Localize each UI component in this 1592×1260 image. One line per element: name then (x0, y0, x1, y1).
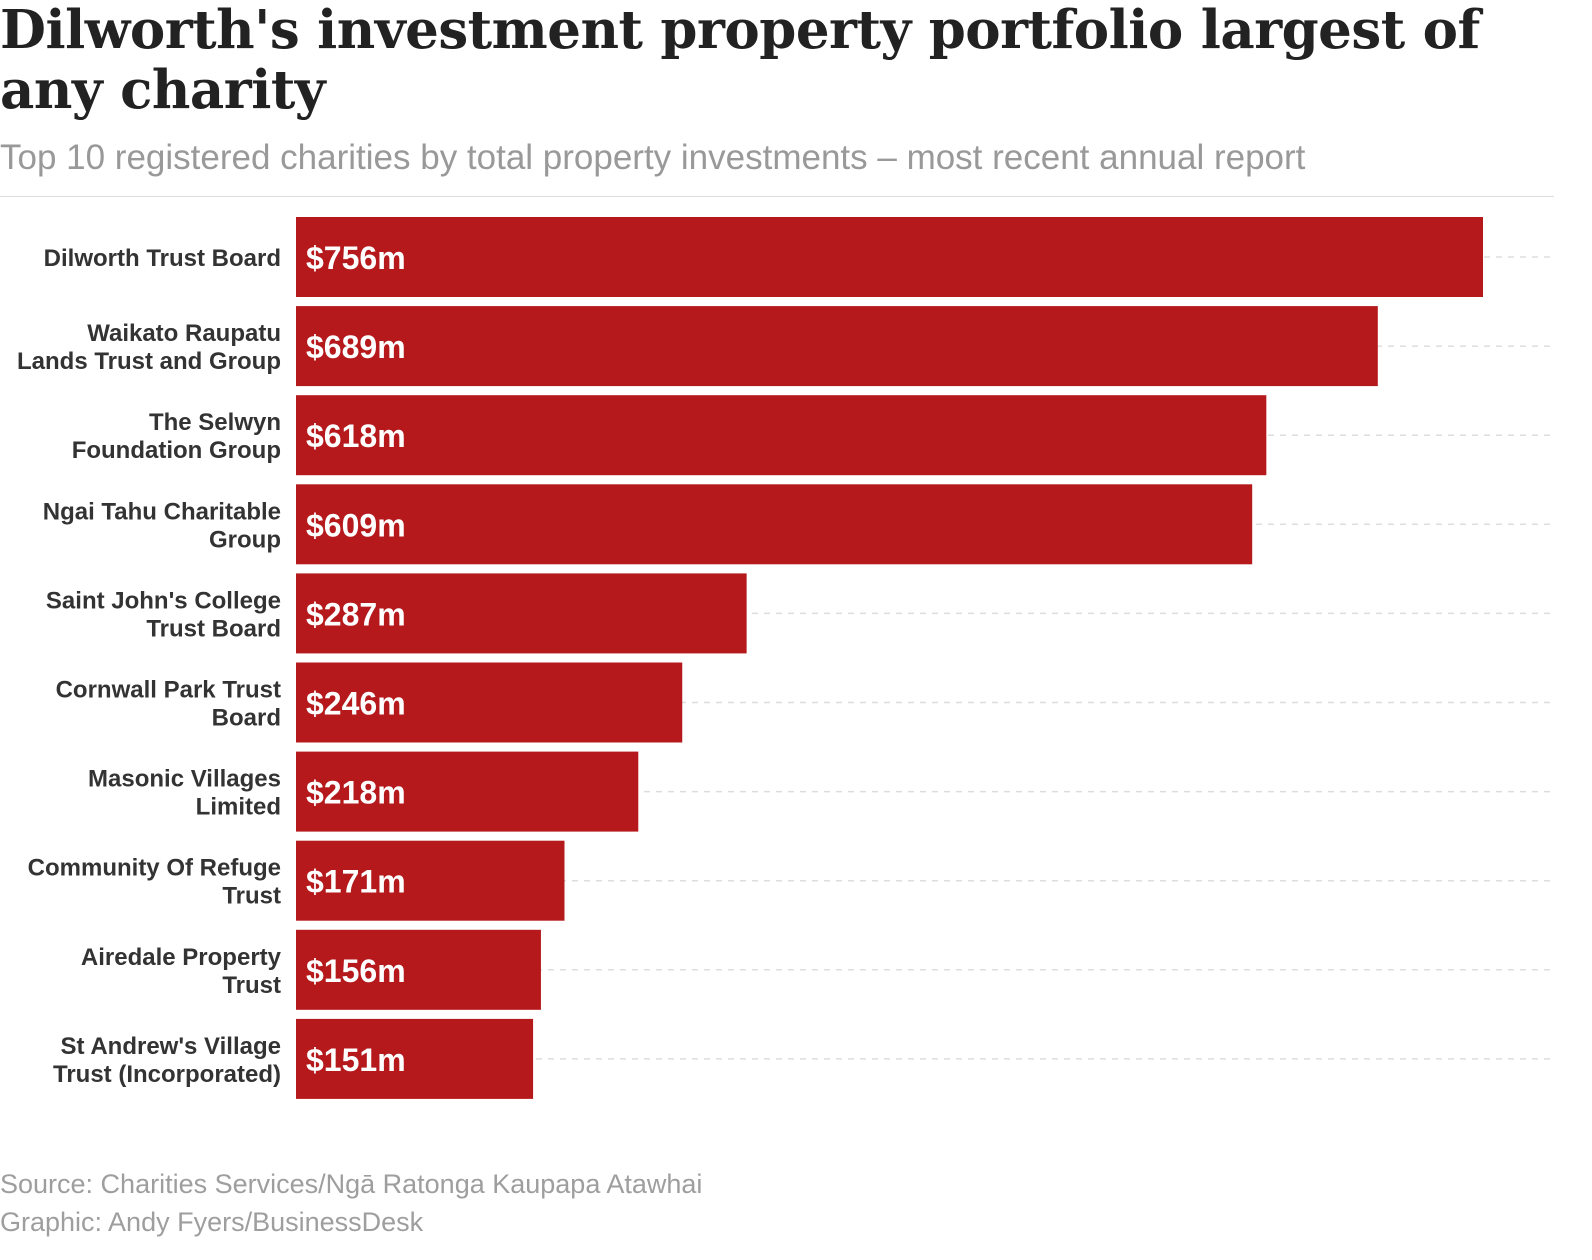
category-label-line: Trust (222, 883, 281, 910)
category-label: Waikato Raupatu Lands Trust and Group (17, 320, 281, 375)
category-label-line: Trust Board (146, 615, 281, 642)
value-label: $287m (306, 596, 406, 632)
category-label: Community Of Refuge Trust (28, 855, 281, 910)
bar (296, 573, 747, 654)
category-label: Dilworth Trust Board (44, 245, 281, 272)
category-label: Masonic Villages Limited (88, 766, 281, 821)
category-label-line: Masonic Villages (88, 766, 281, 793)
bar (296, 395, 1267, 476)
category-label-line: Airedale Property (81, 944, 282, 971)
category-label: St Andrew's Village Trust (Incorporated) (53, 1033, 281, 1088)
value-label: $609m (306, 507, 406, 543)
category-label-line: Community Of Refuge (28, 855, 281, 882)
bar (296, 929, 541, 1010)
bar (296, 1018, 534, 1099)
bar (296, 306, 1378, 387)
category-label-line: The Selwyn (149, 409, 281, 436)
bar (296, 662, 683, 743)
category-label: Saint John's College Trust Board (46, 587, 281, 642)
header-divider (0, 196, 1554, 197)
bar (296, 751, 639, 832)
category-label-line: Ngai Tahu Charitable (43, 498, 281, 525)
source-credit: Source: Charities Services/Ngā Ratonga K… (0, 1169, 703, 1199)
value-label: $618m (306, 418, 406, 454)
category-label: Ngai Tahu Charitable Group (43, 498, 281, 553)
bar-chart: $756m Dilworth Trust Board $689m Waikato Ra… (17, 217, 1554, 1099)
value-label: $156m (306, 953, 406, 989)
category-label-line: Dilworth Trust Board (44, 245, 281, 272)
category-label: The Selwyn Foundation Group (72, 409, 281, 464)
value-label: $246m (306, 686, 406, 722)
bar (296, 840, 565, 921)
category-label-line: Foundation Group (72, 437, 281, 464)
graphic-credit: Graphic: Andy Fyers/BusinessDesk (0, 1207, 424, 1237)
category-label-line: Waikato Raupatu (87, 320, 281, 347)
bar (296, 484, 1253, 565)
category-label-line: Limited (196, 794, 281, 821)
category-label-line: Board (212, 705, 281, 732)
value-label: $756m (306, 240, 406, 276)
category-label-line: St Andrew's Village (61, 1033, 281, 1060)
chart-footer: Source: Charities Services/Ngā Ratonga K… (0, 1165, 702, 1241)
category-label-line: Cornwall Park Trust (56, 677, 281, 704)
category-label-line: Group (209, 526, 281, 553)
value-label: $689m (306, 329, 406, 365)
chart-subtitle: Top 10 registered charities by total pro… (0, 138, 1306, 177)
category-label-line: Trust (Incorporated) (53, 1061, 281, 1088)
category-label: Cornwall Park Trust Board (56, 677, 281, 732)
value-label: $151m (306, 1042, 406, 1078)
value-label: $218m (306, 775, 406, 811)
bar (296, 217, 1483, 297)
category-label-line: Saint John's College (46, 587, 281, 614)
chart-title: Dilworth's investment property portfolio… (0, 0, 1480, 121)
category-label-line: Lands Trust and Group (17, 348, 281, 375)
value-label: $171m (306, 864, 406, 900)
category-label-line: Trust (222, 972, 281, 999)
category-label: Airedale Property Trust (81, 944, 282, 999)
